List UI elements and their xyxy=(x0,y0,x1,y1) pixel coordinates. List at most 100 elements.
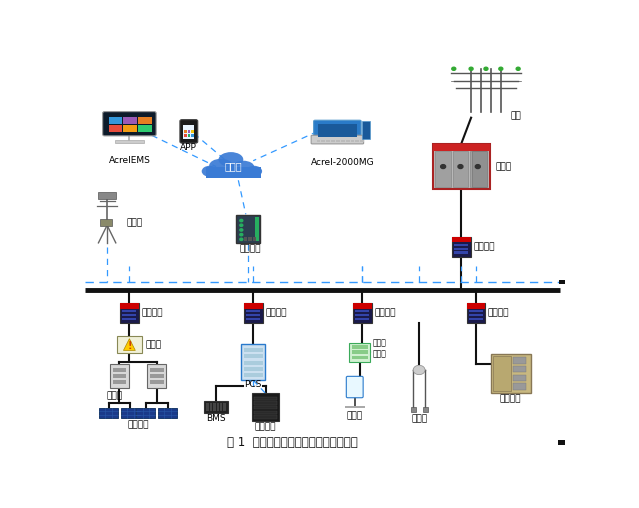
Bar xyxy=(112,380,127,384)
Bar xyxy=(433,144,489,151)
Bar xyxy=(466,303,486,308)
Bar xyxy=(99,408,118,418)
Bar xyxy=(244,373,263,377)
Bar xyxy=(136,408,155,418)
Bar xyxy=(346,140,350,142)
Bar xyxy=(158,408,177,418)
Bar xyxy=(213,403,215,411)
Text: 光伏组件: 光伏组件 xyxy=(127,420,149,429)
Bar xyxy=(244,303,263,308)
Circle shape xyxy=(452,67,456,70)
Bar xyxy=(249,237,252,241)
Bar xyxy=(121,408,140,418)
Bar xyxy=(206,167,261,177)
Bar xyxy=(513,375,526,381)
FancyBboxPatch shape xyxy=(314,120,361,140)
Circle shape xyxy=(469,67,473,70)
Bar xyxy=(244,355,263,358)
Bar xyxy=(244,237,247,241)
Bar xyxy=(98,193,116,199)
Bar xyxy=(244,361,263,365)
Bar xyxy=(188,130,190,133)
Bar xyxy=(452,237,470,242)
Bar xyxy=(100,219,112,226)
Bar xyxy=(242,344,265,380)
Text: 智能电表: 智能电表 xyxy=(374,309,396,318)
FancyBboxPatch shape xyxy=(311,135,364,144)
Bar xyxy=(331,140,335,142)
Bar xyxy=(360,140,364,142)
Bar xyxy=(217,403,219,411)
Text: 直流桩: 直流桩 xyxy=(411,415,427,423)
Bar xyxy=(254,416,277,419)
Bar xyxy=(355,318,369,321)
Bar xyxy=(353,303,371,324)
Circle shape xyxy=(240,234,243,236)
Bar xyxy=(254,397,277,400)
Bar xyxy=(110,364,129,388)
Text: APP: APP xyxy=(180,143,197,152)
Circle shape xyxy=(240,224,243,227)
Text: 储能电池: 储能电池 xyxy=(255,422,276,431)
Bar xyxy=(454,247,468,250)
Text: 云平台: 云平台 xyxy=(224,162,242,172)
Text: 智能电表: 智能电表 xyxy=(473,242,495,251)
Bar xyxy=(469,318,483,321)
Bar xyxy=(254,410,277,414)
Bar xyxy=(327,140,330,142)
Bar xyxy=(513,366,526,372)
Bar xyxy=(191,134,194,137)
Bar xyxy=(138,117,152,124)
Bar xyxy=(355,310,369,312)
Ellipse shape xyxy=(202,166,217,177)
Bar xyxy=(454,244,468,246)
Bar xyxy=(469,310,483,312)
Text: 配电柜: 配电柜 xyxy=(496,162,512,171)
Bar xyxy=(183,125,194,139)
Circle shape xyxy=(240,238,243,240)
Bar xyxy=(138,125,152,132)
Polygon shape xyxy=(123,339,135,351)
FancyBboxPatch shape xyxy=(470,151,486,187)
Circle shape xyxy=(484,67,488,70)
Bar xyxy=(150,380,164,384)
Bar xyxy=(147,364,166,388)
Text: !: ! xyxy=(127,341,132,351)
Text: 逆变器: 逆变器 xyxy=(107,392,123,401)
Bar xyxy=(336,140,340,142)
Bar xyxy=(123,314,136,316)
Bar xyxy=(316,140,320,142)
Bar xyxy=(559,279,566,284)
Bar xyxy=(206,403,208,411)
Bar xyxy=(318,124,357,137)
Bar xyxy=(109,117,123,124)
Bar xyxy=(321,140,325,142)
Text: 智能电表: 智能电表 xyxy=(141,309,163,318)
Bar xyxy=(150,374,164,378)
Bar xyxy=(252,237,256,241)
Bar xyxy=(491,355,530,393)
Bar xyxy=(185,134,187,137)
Circle shape xyxy=(441,165,445,169)
Text: 智能电表: 智能电表 xyxy=(265,309,286,318)
Text: AcrelEMS: AcrelEMS xyxy=(109,156,150,165)
Bar xyxy=(120,303,139,324)
Text: 智能电表: 智能电表 xyxy=(488,309,509,318)
Bar xyxy=(244,348,263,352)
Bar xyxy=(112,368,127,372)
Bar xyxy=(452,237,470,257)
Circle shape xyxy=(413,365,425,375)
Text: 汇流箱: 汇流箱 xyxy=(145,340,162,349)
Ellipse shape xyxy=(219,152,243,167)
Text: 电网: 电网 xyxy=(511,111,521,120)
Bar xyxy=(246,310,260,312)
Bar xyxy=(493,356,511,392)
Bar xyxy=(210,403,212,411)
Circle shape xyxy=(475,165,481,169)
Bar xyxy=(466,303,486,324)
Bar xyxy=(353,303,371,308)
Ellipse shape xyxy=(232,161,254,174)
Bar xyxy=(120,303,139,308)
FancyBboxPatch shape xyxy=(435,151,451,187)
Bar xyxy=(236,215,260,243)
